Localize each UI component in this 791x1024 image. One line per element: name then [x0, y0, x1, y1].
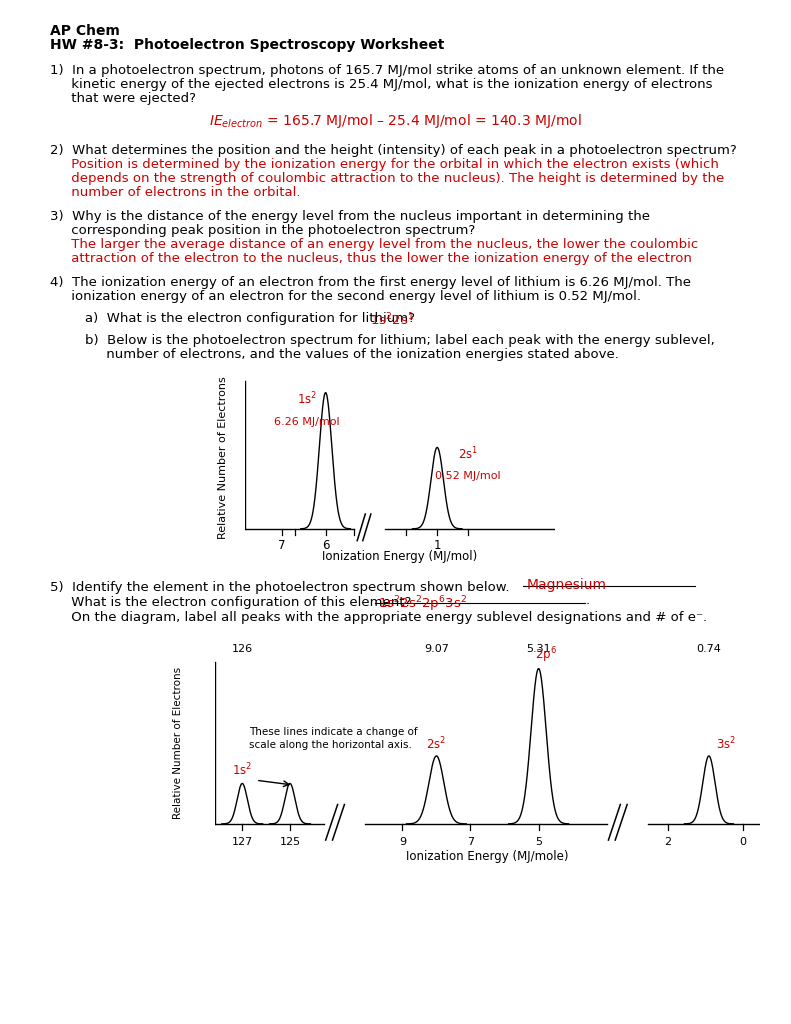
Text: 0.74: 0.74	[696, 644, 721, 654]
Text: 127: 127	[232, 837, 253, 847]
Text: $\mathit{IE}_{electron}$ = 165.7 MJ/mol – 25.4 MJ/mol = 140.3 MJ/mol: $\mathit{IE}_{electron}$ = 165.7 MJ/mol …	[209, 112, 581, 130]
Text: 6: 6	[322, 540, 329, 552]
Text: kinetic energy of the ejected electrons is 25.4 MJ/mol, what is the ionization e: kinetic energy of the ejected electrons …	[50, 78, 713, 91]
Text: HW #8-3:  Photoelectron Spectroscopy Worksheet: HW #8-3: Photoelectron Spectroscopy Work…	[50, 38, 445, 52]
Text: Relative Number of Electrons: Relative Number of Electrons	[172, 667, 183, 819]
Text: 1: 1	[433, 540, 441, 552]
Text: 5.31: 5.31	[526, 644, 551, 654]
Text: Ionization Energy (MJ/mole): Ionization Energy (MJ/mole)	[407, 850, 569, 863]
Text: 2: 2	[664, 837, 672, 847]
Text: 2p$^6$: 2p$^6$	[535, 646, 556, 666]
Text: Magnesium: Magnesium	[527, 578, 607, 592]
Text: 9: 9	[399, 837, 406, 847]
Text: The larger the average distance of an energy level from the nucleus, the lower t: The larger the average distance of an en…	[50, 238, 698, 251]
Text: a)  What is the electron configuration for lithium?: a) What is the electron configuration fo…	[85, 312, 423, 325]
Text: 0: 0	[740, 837, 747, 847]
Text: .: .	[586, 594, 590, 607]
Text: On the diagram, label all peaks with the appropriate energy sublevel designation: On the diagram, label all peaks with the…	[50, 611, 707, 624]
Text: 126: 126	[232, 644, 253, 654]
Text: 7: 7	[278, 540, 286, 552]
Text: 1s$^2$: 1s$^2$	[233, 762, 252, 778]
Text: 3)  Why is the distance of the energy level from the nucleus important in determ: 3) Why is the distance of the energy lev…	[50, 210, 650, 223]
Text: 125: 125	[279, 837, 301, 847]
Text: 2s$^1$: 2s$^1$	[458, 445, 479, 462]
Text: ionization energy of an electron for the second energy level of lithium is 0.52 : ionization energy of an electron for the…	[50, 290, 641, 303]
Text: 1s$^2$2s$^1$: 1s$^2$2s$^1$	[370, 312, 414, 329]
Text: What is the electron configuration of this element?: What is the electron configuration of th…	[50, 596, 420, 609]
Text: 3s$^2$: 3s$^2$	[716, 736, 736, 753]
Text: These lines indicate a change of
scale along the horizontal axis.: These lines indicate a change of scale a…	[249, 727, 418, 750]
Text: AP Chem: AP Chem	[50, 24, 120, 38]
Text: Relative Number of Electrons: Relative Number of Electrons	[218, 377, 229, 539]
Text: 0.52 MJ/mol: 0.52 MJ/mol	[435, 471, 501, 481]
Text: Ionization Energy (MJ/mol): Ionization Energy (MJ/mol)	[323, 550, 478, 562]
Text: 6.26 MJ/mol: 6.26 MJ/mol	[274, 417, 340, 427]
Text: 5)  Identify the element in the photoelectron spectrum shown below.: 5) Identify the element in the photoelec…	[50, 581, 509, 594]
Text: 7: 7	[467, 837, 474, 847]
Text: number of electrons in the orbital.: number of electrons in the orbital.	[50, 186, 301, 199]
Text: 1)  In a photoelectron spectrum, photons of 165.7 MJ/mol strike atoms of an unkn: 1) In a photoelectron spectrum, photons …	[50, 63, 724, 77]
Text: 1s$^2$: 1s$^2$	[297, 391, 317, 408]
Text: Position is determined by the ionization energy for the orbital in which the ele: Position is determined by the ionization…	[50, 158, 719, 171]
Text: number of electrons, and the values of the ionization energies stated above.: number of electrons, and the values of t…	[85, 348, 619, 361]
Text: corresponding peak position in the photoelectron spectrum?: corresponding peak position in the photo…	[50, 224, 475, 237]
Text: 5: 5	[535, 837, 542, 847]
Text: attraction of the electron to the nucleus, thus the lower the ionization energy : attraction of the electron to the nucleu…	[50, 252, 692, 265]
Text: that were ejected?: that were ejected?	[50, 92, 196, 105]
Text: b)  Below is the photoelectron spectrum for lithium; label each peak with the en: b) Below is the photoelectron spectrum f…	[85, 334, 715, 347]
Text: 9.07: 9.07	[424, 644, 448, 654]
Text: 1s$^2$2s$^2$2p$^6$3s$^2$: 1s$^2$2s$^2$2p$^6$3s$^2$	[378, 594, 467, 613]
Text: depends on the strength of coulombic attraction to the nucleus). The height is d: depends on the strength of coulombic att…	[50, 172, 725, 185]
Text: 2s$^2$: 2s$^2$	[426, 736, 446, 753]
Text: 2)  What determines the position and the height (intensity) of each peak in a ph: 2) What determines the position and the …	[50, 144, 736, 157]
Text: 4)  The ionization energy of an electron from the first energy level of lithium : 4) The ionization energy of an electron …	[50, 276, 691, 289]
